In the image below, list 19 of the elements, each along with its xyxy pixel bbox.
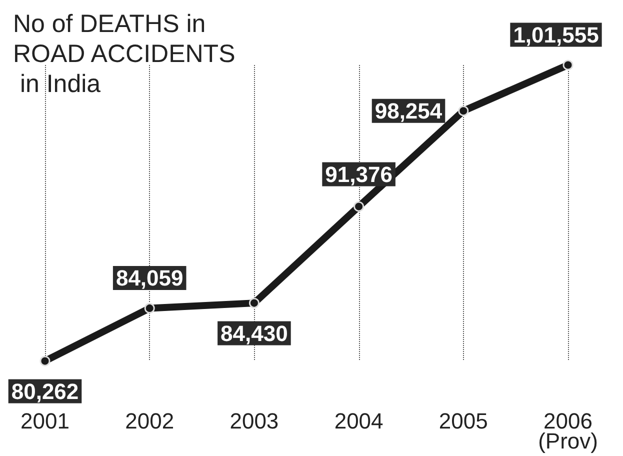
x-tick-label: 2005 <box>438 408 488 434</box>
point <box>354 201 364 212</box>
point <box>248 298 260 308</box>
data-label: 98,254 <box>374 98 443 124</box>
point <box>144 302 155 314</box>
data-label: 80,262 <box>11 378 79 404</box>
x-tick-label: 2006 (Prov) <box>538 408 598 454</box>
x-tick-label: 2003 <box>230 408 279 434</box>
x-tick-label: 2004 <box>334 408 384 434</box>
chart-title: No of DEATHS in ROAD ACCIDENTS in India <box>13 10 236 98</box>
x-tick-label: 2002 <box>125 408 174 434</box>
data-label: 84,059 <box>116 265 184 290</box>
data-label: 91,376 <box>325 162 392 187</box>
point <box>40 356 50 366</box>
point <box>562 60 574 70</box>
point <box>458 106 469 116</box>
data-label: 84,430 <box>220 320 288 346</box>
data-label: 1,01,555 <box>513 22 599 48</box>
x-tick-label: 2001 <box>20 408 70 434</box>
